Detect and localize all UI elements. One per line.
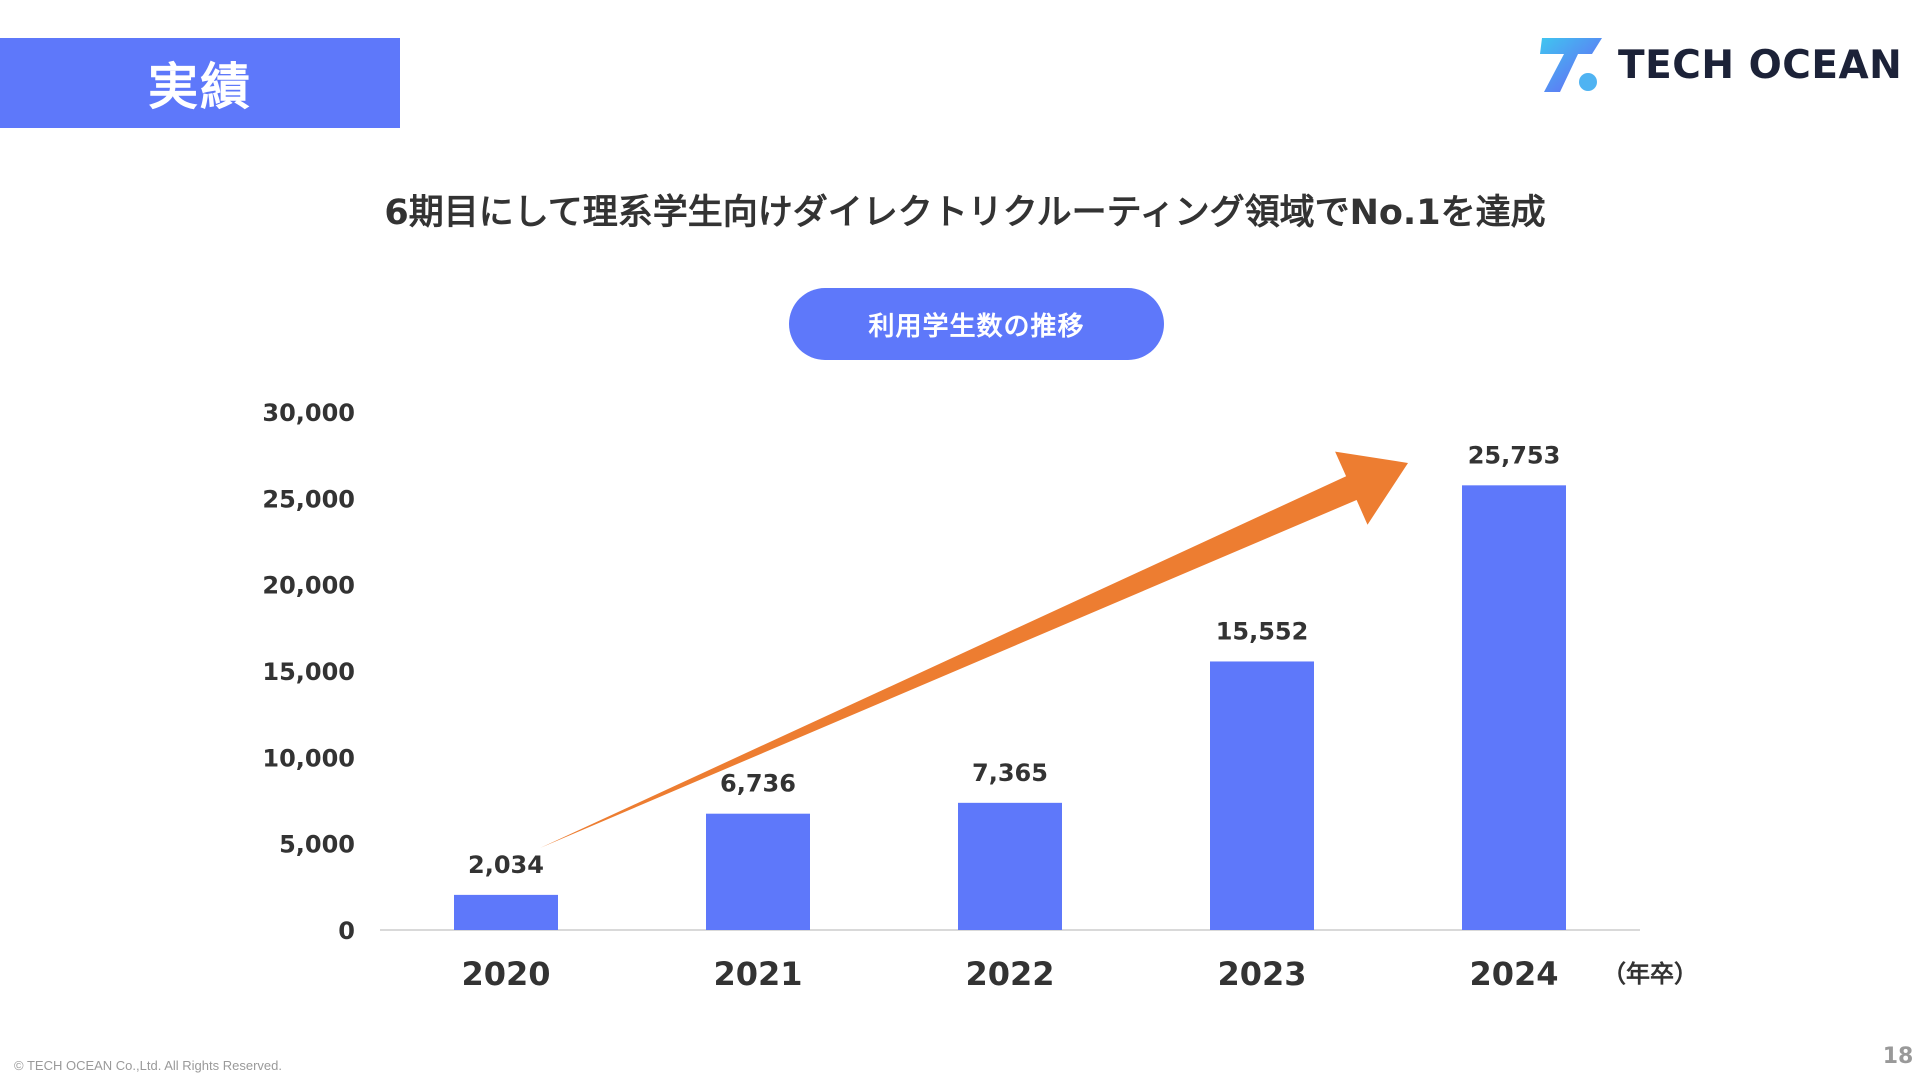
bar-2024 bbox=[1462, 485, 1566, 930]
x-tick-label-2022: 2022 bbox=[965, 955, 1054, 993]
y-tick-label: 15,000 bbox=[262, 658, 355, 686]
x-axis-unit: （年卒） bbox=[1602, 960, 1698, 988]
chart-label-pill: 利用学生数の推移 bbox=[789, 288, 1164, 360]
trend-arrow bbox=[540, 451, 1408, 848]
x-tick-label-2021: 2021 bbox=[713, 955, 802, 993]
bar-2021 bbox=[706, 813, 810, 930]
x-tick-label-2024: 2024 bbox=[1469, 955, 1558, 993]
y-tick-label: 25,000 bbox=[262, 485, 355, 513]
y-tick-label: 20,000 bbox=[262, 572, 355, 600]
value-labels: 2,034 6,736 7,365 15,552 25,753 bbox=[468, 441, 1560, 879]
value-label-2023: 15,552 bbox=[1216, 617, 1309, 645]
value-label-2022: 7,365 bbox=[972, 759, 1048, 787]
bar-2022 bbox=[958, 802, 1062, 930]
bar-2020 bbox=[454, 894, 558, 930]
value-label-2024: 25,753 bbox=[1468, 441, 1561, 469]
bar-2023 bbox=[1210, 661, 1314, 930]
logo-text: TECH OCEAN bbox=[1618, 42, 1903, 88]
value-label-2020: 2,034 bbox=[468, 851, 544, 879]
copyright-footer: © TECH OCEAN Co.,Ltd. All Rights Reserve… bbox=[14, 1058, 282, 1073]
y-axis-labels: 0 5,000 10,000 15,000 20,000 25,000 30,000 bbox=[262, 399, 355, 945]
x-tick-label-2023: 2023 bbox=[1217, 955, 1306, 993]
company-logo: TECH OCEAN bbox=[1540, 38, 1902, 92]
tech-ocean-logo-icon bbox=[1540, 38, 1602, 92]
bars bbox=[454, 485, 1566, 930]
x-axis-labels: 2020 2021 2022 2023 2024 bbox=[461, 955, 1558, 993]
y-tick-label: 10,000 bbox=[262, 744, 355, 772]
y-tick-label: 5,000 bbox=[279, 831, 355, 859]
y-tick-label: 0 bbox=[338, 917, 355, 945]
section-title: 実績 bbox=[0, 38, 400, 128]
trend-arrow-shape bbox=[540, 451, 1408, 848]
page-number: 18 bbox=[1882, 1044, 1914, 1069]
x-tick-label-2020: 2020 bbox=[461, 955, 550, 993]
headline: 6期目にして理系学生向けダイレクトリクルーティング領域でNo.1を達成 bbox=[384, 193, 1546, 233]
y-tick-label: 30,000 bbox=[262, 399, 355, 427]
value-label-2021: 6,736 bbox=[720, 770, 796, 798]
